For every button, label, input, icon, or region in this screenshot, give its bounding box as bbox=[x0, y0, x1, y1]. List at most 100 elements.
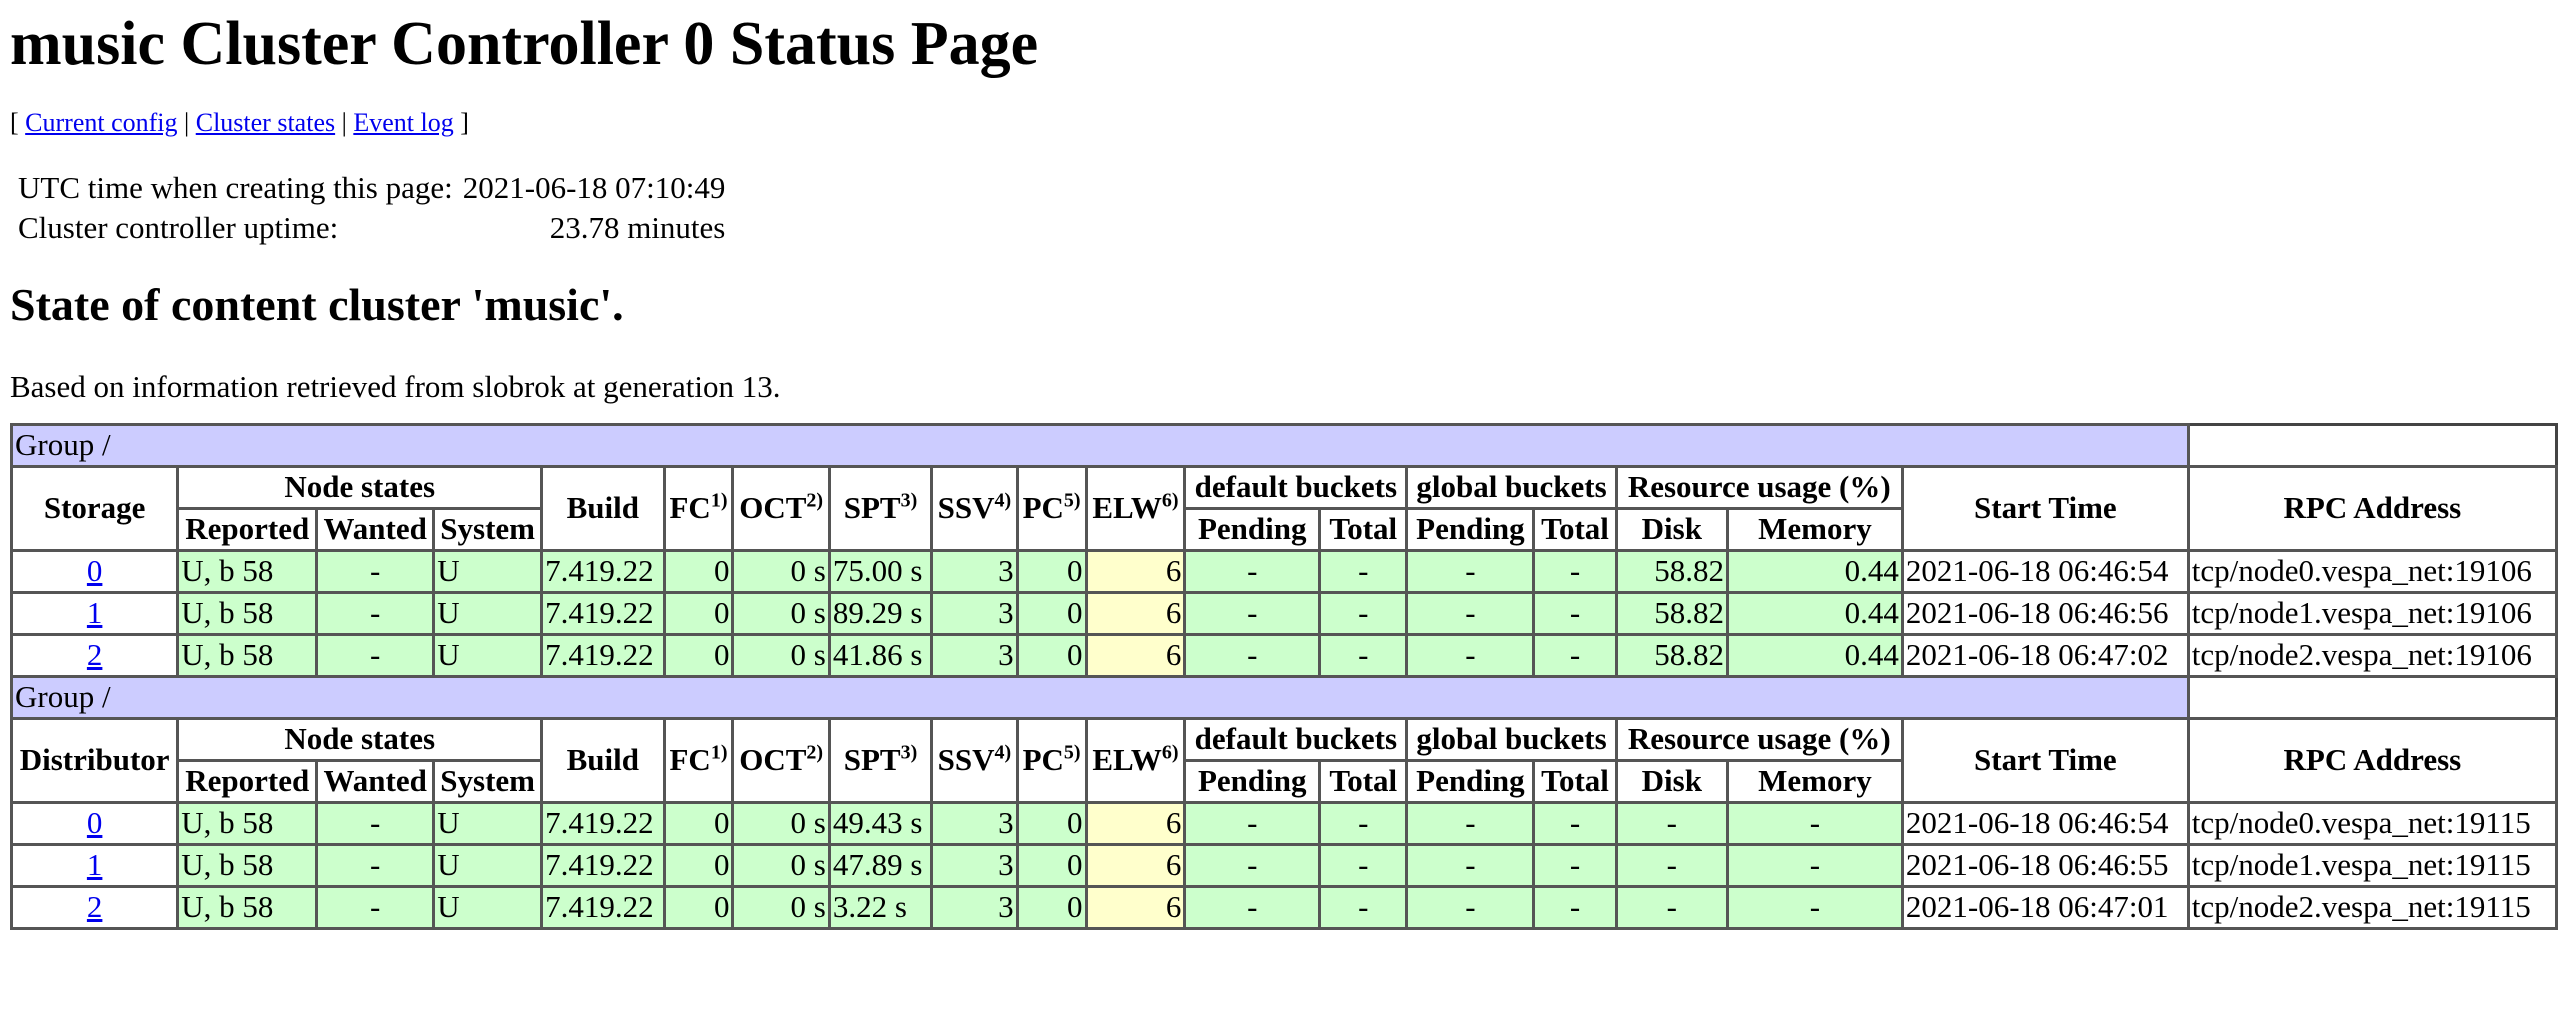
header-node-type: Storage bbox=[9, 464, 180, 552]
default-total-value: - bbox=[1318, 590, 1409, 636]
header-spt-label: SPT bbox=[843, 490, 901, 526]
utc-time-value: 2021-06-18 07:10:49 bbox=[462, 170, 726, 206]
header-row: Distributor Node states Build FC1) OCT2) SPT3… bbox=[9, 716, 2559, 804]
system-state: U bbox=[432, 590, 544, 636]
elw-value: 6 bbox=[1084, 884, 1187, 930]
node-index-link[interactable]: 2 bbox=[86, 889, 103, 925]
header-spt: SPT3) bbox=[827, 464, 934, 552]
fc-value: 0 bbox=[662, 884, 735, 930]
header-fc-label: FC bbox=[669, 490, 711, 526]
header-disk: Disk bbox=[1614, 758, 1729, 804]
bracket-close: ] bbox=[460, 108, 469, 138]
header-node-states: Node states bbox=[176, 716, 544, 762]
header-global-total: Total bbox=[1532, 506, 1618, 552]
node-index-link[interactable]: 1 bbox=[86, 847, 103, 883]
footnote-marker: 4) bbox=[994, 741, 1012, 764]
header-start-time: Start Time bbox=[1900, 464, 2190, 552]
uptime-label: Cluster controller uptime: bbox=[18, 210, 339, 246]
elw-value: 6 bbox=[1084, 842, 1187, 888]
oct-value: 0 s bbox=[731, 884, 831, 930]
node-index-link[interactable]: 0 bbox=[86, 805, 103, 841]
uptime-row: Cluster controller uptime: 23.78 minutes bbox=[16, 210, 727, 246]
fc-value: 0 bbox=[662, 842, 735, 888]
header-rpc-address: RPC Address bbox=[2186, 464, 2559, 552]
ssv-value: 3 bbox=[930, 590, 1019, 636]
header-spt-label: SPT bbox=[843, 742, 901, 778]
header-pc-label: PC bbox=[1022, 490, 1064, 526]
node-row: 0 U, b 58- U 7.419.22 0 0 s 75.00 s 3 0 6- - - -58.8… bbox=[9, 548, 2559, 594]
header-wanted: Wanted bbox=[315, 506, 436, 552]
bracket-open: [ bbox=[10, 108, 19, 138]
default-pending-value: - bbox=[1183, 548, 1322, 594]
cluster-states-link[interactable]: Cluster states bbox=[195, 108, 336, 138]
global-pending-value: - bbox=[1405, 884, 1536, 930]
subheader-row: Reported Wanted System Pending Total Pending T… bbox=[12, 758, 2557, 804]
node-index-cell: 1 bbox=[9, 590, 180, 636]
memory-usage: 0.44 bbox=[1725, 590, 1904, 636]
header-default-buckets: default buckets bbox=[1183, 464, 1409, 510]
disk-usage: 58.82 bbox=[1614, 548, 1729, 594]
group-row: Group / bbox=[10, 674, 2557, 720]
header-global-pending: Pending bbox=[1405, 758, 1536, 804]
header-global-total: Total bbox=[1532, 758, 1618, 804]
ssv-value: 3 bbox=[930, 548, 1019, 594]
fc-value: 0 bbox=[662, 632, 735, 678]
footnote-marker: 6) bbox=[1161, 741, 1179, 764]
header-ssv: SSV4) bbox=[930, 464, 1019, 552]
cluster-table-body: Group / Storage Node states Build FC1) OCT2) S… bbox=[9, 422, 2559, 930]
wanted-state: - bbox=[315, 842, 436, 888]
group-label: Group / bbox=[10, 422, 2190, 468]
header-elw-label: ELW bbox=[1092, 742, 1162, 778]
wanted-state: - bbox=[315, 800, 436, 846]
build-version: 7.419.22 bbox=[540, 800, 666, 846]
header-default-pending: Pending bbox=[1183, 758, 1322, 804]
node-index-link[interactable]: 2 bbox=[86, 637, 103, 673]
header-fc: FC1) bbox=[662, 716, 735, 804]
header-elw: ELW6) bbox=[1084, 716, 1187, 804]
node-index-cell: 0 bbox=[9, 548, 180, 594]
default-pending-value: - bbox=[1183, 842, 1322, 888]
elw-value: 6 bbox=[1084, 632, 1187, 678]
header-oct: OCT2) bbox=[731, 716, 831, 804]
rpc-address: tcp/node0.vespa_net:19115 bbox=[2186, 800, 2559, 846]
spt-value: 89.29 s bbox=[827, 590, 934, 636]
reported-state: U, b 58 bbox=[176, 590, 319, 636]
header-wanted: Wanted bbox=[315, 758, 436, 804]
controller-info-table: UTC time when creating this page: 2021-0… bbox=[10, 166, 733, 250]
header-default-buckets: default buckets bbox=[1183, 716, 1409, 762]
footnote-marker: 1) bbox=[710, 489, 728, 512]
default-pending-value: - bbox=[1183, 590, 1322, 636]
header-default-total: Total bbox=[1318, 758, 1409, 804]
footnote-marker: 6) bbox=[1161, 489, 1179, 512]
global-total-value: - bbox=[1532, 590, 1618, 636]
global-pending-value: - bbox=[1405, 590, 1536, 636]
oct-value: 0 s bbox=[731, 590, 831, 636]
fc-value: 0 bbox=[662, 590, 735, 636]
build-version: 7.419.22 bbox=[540, 590, 666, 636]
page-title: music Cluster Controller 0 Status Page bbox=[10, 10, 1039, 78]
header-pc: PC5) bbox=[1015, 716, 1088, 804]
global-total-value: - bbox=[1532, 548, 1618, 594]
start-time: 2021-06-18 06:46:54 bbox=[1900, 800, 2190, 846]
pc-value: 0 bbox=[1015, 800, 1088, 846]
header-fc: FC1) bbox=[662, 464, 735, 552]
node-index-link[interactable]: 0 bbox=[86, 553, 103, 589]
current-config-link[interactable]: Current config bbox=[25, 108, 178, 138]
subheader-row: Reported Wanted System Pending Total Pending T… bbox=[12, 506, 2557, 552]
system-state: U bbox=[432, 632, 544, 678]
footnote-marker: 2) bbox=[806, 489, 824, 512]
header-global-pending: Pending bbox=[1405, 506, 1536, 552]
footnote-marker: 1) bbox=[710, 741, 728, 764]
header-pc: PC5) bbox=[1015, 464, 1088, 552]
default-total-value: - bbox=[1318, 548, 1409, 594]
build-version: 7.419.22 bbox=[540, 884, 666, 930]
footnote-marker: 3) bbox=[900, 489, 918, 512]
event-log-link[interactable]: Event log bbox=[353, 108, 454, 138]
node-row: 2 U, b 58- U 7.419.22 0 0 s 41.86 s 3 0 6- - - -58.8… bbox=[9, 632, 2559, 678]
disk-usage: 58.82 bbox=[1614, 590, 1729, 636]
node-row: 1 U, b 58- U 7.419.22 0 0 s 89.29 s 3 0 6- - - -58.8… bbox=[9, 590, 2559, 636]
global-total-value: - bbox=[1532, 842, 1618, 888]
group-row: Group / bbox=[10, 422, 2557, 468]
node-index-link[interactable]: 1 bbox=[86, 595, 103, 631]
utc-time-label: UTC time when creating this page: bbox=[18, 170, 453, 206]
